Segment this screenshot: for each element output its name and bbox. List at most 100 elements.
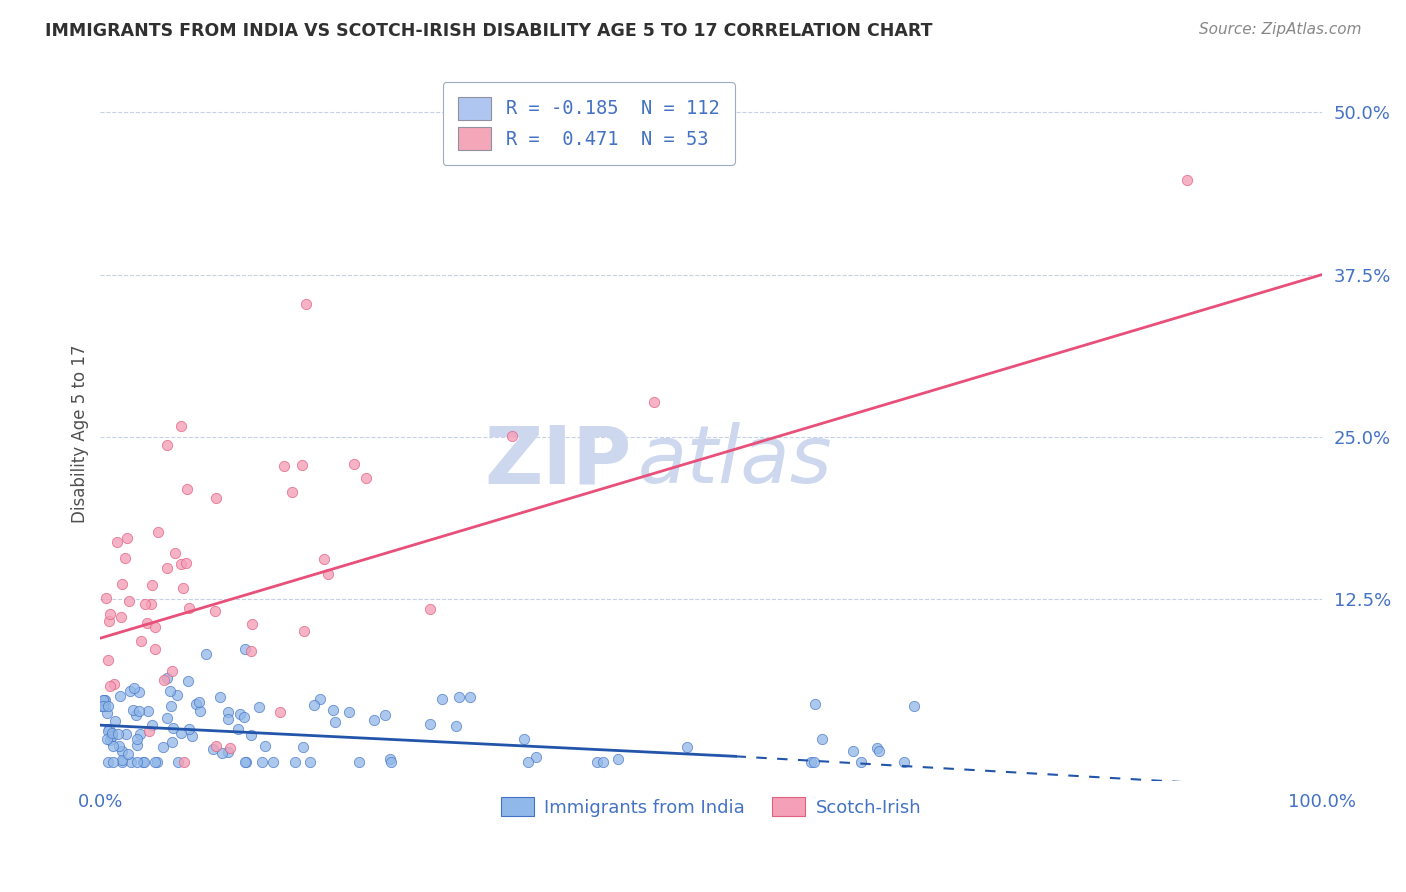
Point	[217, 705, 239, 719]
Point	[143, 642, 166, 657]
Point	[354, 470, 377, 484]
Point	[419, 717, 441, 731]
Point	[513, 731, 536, 746]
Point	[205, 491, 228, 506]
Point	[118, 683, 141, 698]
Point	[138, 704, 160, 718]
Point	[122, 681, 145, 696]
Point	[125, 739, 148, 753]
Point	[292, 624, 315, 638]
Point	[166, 688, 188, 702]
Point	[233, 710, 256, 724]
Point	[811, 731, 834, 746]
Point	[444, 719, 467, 733]
Point	[97, 652, 120, 666]
Point	[281, 484, 304, 499]
Point	[156, 671, 179, 685]
Point	[188, 704, 211, 718]
Text: ZIP: ZIP	[485, 423, 631, 500]
Point	[170, 419, 193, 434]
Point	[96, 706, 118, 721]
Point	[842, 744, 865, 758]
Point	[134, 597, 156, 611]
Point	[226, 722, 249, 736]
Point	[606, 752, 628, 766]
Point	[419, 602, 441, 616]
Point	[177, 601, 200, 615]
Point	[156, 561, 179, 575]
Point	[98, 614, 121, 628]
Point	[146, 755, 169, 769]
Point	[111, 577, 134, 591]
Point	[254, 739, 277, 753]
Point	[211, 747, 233, 761]
Point	[363, 713, 385, 727]
Point	[114, 551, 136, 566]
Point	[114, 727, 136, 741]
Point	[1177, 172, 1199, 186]
Point	[93, 693, 115, 707]
Point	[524, 750, 547, 764]
Point	[160, 698, 183, 713]
Point	[107, 739, 129, 754]
Point	[247, 700, 270, 714]
Point	[179, 722, 201, 736]
Point	[97, 755, 120, 769]
Point	[107, 727, 129, 741]
Point	[675, 740, 697, 755]
Point	[188, 695, 211, 709]
Point	[128, 726, 150, 740]
Point	[180, 729, 202, 743]
Point	[127, 755, 149, 769]
Point	[174, 556, 197, 570]
Point	[111, 755, 134, 769]
Point	[110, 610, 132, 624]
Point	[110, 689, 132, 703]
Point	[105, 535, 128, 549]
Point	[143, 620, 166, 634]
Point	[868, 744, 890, 758]
Point	[117, 531, 139, 545]
Point	[128, 704, 150, 718]
Point	[849, 755, 872, 769]
Point	[153, 673, 176, 687]
Point	[173, 755, 195, 769]
Point	[156, 437, 179, 451]
Point	[517, 755, 540, 769]
Point	[176, 482, 198, 496]
Point	[103, 676, 125, 690]
Point	[104, 714, 127, 728]
Point	[90, 698, 112, 713]
Point	[195, 647, 218, 661]
Point	[800, 755, 823, 769]
Point	[291, 458, 314, 473]
Point	[803, 697, 825, 711]
Point	[217, 745, 239, 759]
Point	[138, 724, 160, 739]
Point	[347, 755, 370, 769]
Point	[205, 739, 228, 753]
Point	[240, 644, 263, 658]
Point	[165, 546, 187, 560]
Point	[309, 692, 332, 706]
Point	[323, 715, 346, 730]
Point	[430, 692, 453, 706]
Point	[94, 591, 117, 605]
Point	[136, 616, 159, 631]
Point	[903, 699, 925, 714]
Point	[235, 755, 257, 769]
Point	[121, 703, 143, 717]
Point	[156, 710, 179, 724]
Point	[170, 726, 193, 740]
Point	[94, 693, 117, 707]
Point	[374, 708, 396, 723]
Point	[343, 457, 366, 471]
Point	[229, 707, 252, 722]
Point	[117, 747, 139, 762]
Point	[94, 698, 117, 713]
Point	[585, 755, 607, 769]
Point	[378, 752, 401, 766]
Point	[141, 577, 163, 591]
Point	[184, 698, 207, 712]
Point	[132, 755, 155, 769]
